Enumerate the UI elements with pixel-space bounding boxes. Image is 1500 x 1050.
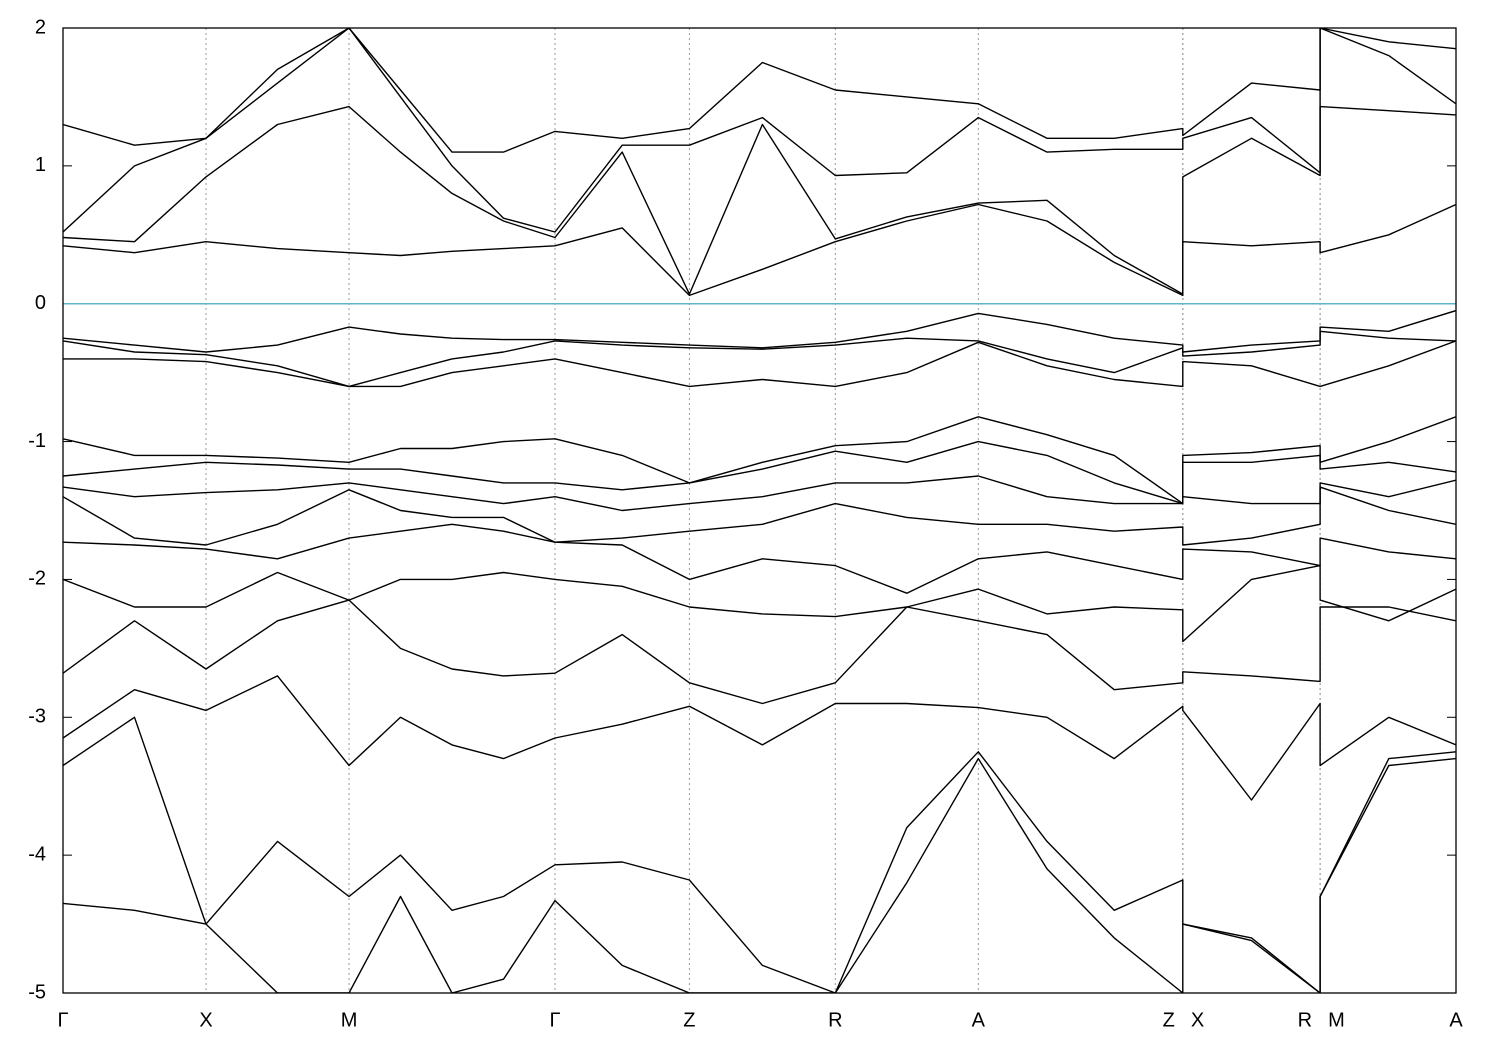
x-tick-label: R [828, 1009, 842, 1031]
band-line [63, 486, 1456, 546]
y-tick-label: 2 [35, 16, 46, 38]
x-tick-label: X [1191, 1009, 1204, 1031]
band-line [63, 416, 1456, 505]
y-tick-label: -3 [28, 706, 46, 728]
x-tick-label: R [1298, 1009, 1312, 1031]
y-tick-label: -5 [28, 981, 46, 1003]
plot-frame [62, 27, 1457, 994]
band-line [63, 440, 1456, 505]
x-tick-label: Γ [549, 1009, 560, 1031]
band-line [63, 203, 1456, 297]
y-tick-label: -2 [28, 568, 46, 590]
x-tick-label: M [341, 1009, 358, 1031]
bands [63, 28, 1456, 993]
band-line [63, 309, 1456, 353]
x-tick-label: A [1449, 1009, 1463, 1031]
band-line [63, 340, 1456, 388]
x-tick-label: Z [1163, 1009, 1175, 1031]
band-line [63, 564, 1456, 643]
y-tick-label: 1 [35, 154, 46, 176]
band-line [63, 330, 1456, 388]
band-line [63, 28, 1456, 233]
band-line [63, 757, 1456, 993]
band-line [63, 675, 1456, 801]
band-line [63, 475, 1456, 512]
band-line [63, 599, 1456, 705]
y-tick-label: -1 [28, 430, 46, 452]
band-line [63, 523, 1456, 594]
x-tick-label: X [199, 1009, 212, 1031]
band-line [63, 28, 1456, 153]
y-tick-label: 0 [35, 292, 46, 314]
y-tick-label: -4 [28, 843, 46, 865]
band-line [63, 105, 1456, 295]
band-line [63, 716, 1456, 993]
x-tick-label: A [972, 1009, 986, 1031]
x-tick-label: Z [683, 1009, 695, 1031]
x-tick-label: M [1328, 1009, 1345, 1031]
x-tick-label: Γ [57, 1009, 68, 1031]
